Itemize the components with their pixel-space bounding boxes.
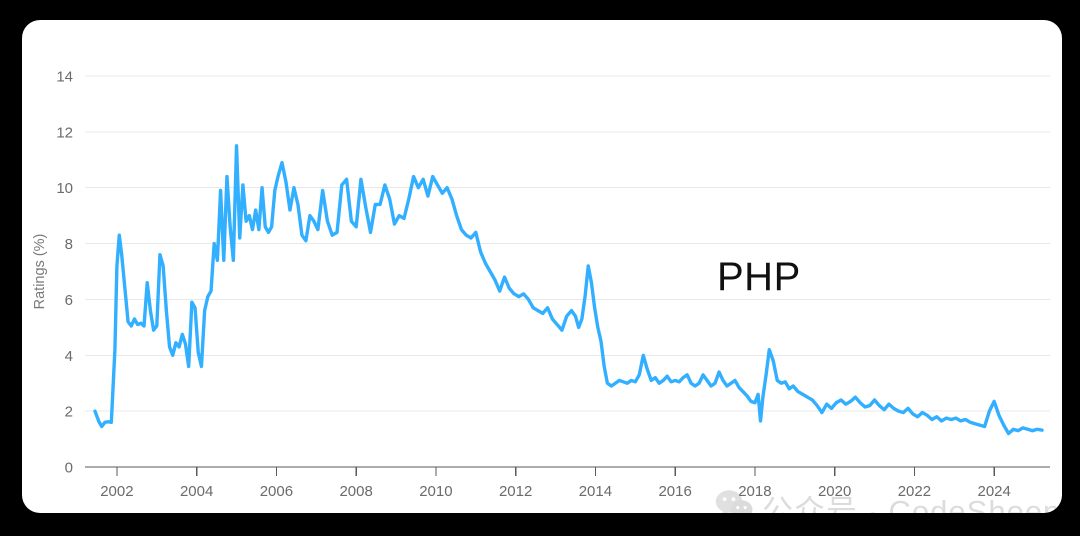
series-line-php (93, 144, 1044, 436)
xtick-label: 2002 (100, 483, 133, 500)
xtick-label: 2018 (738, 483, 771, 500)
xtick-label: 2012 (499, 483, 532, 500)
ytick-label: 4 (65, 348, 73, 365)
xtick-label: 2014 (579, 483, 612, 500)
series-annotation-php: PHP (717, 255, 801, 299)
y-axis-title: Ratings (%) (32, 234, 48, 310)
ytick-label: 2 (65, 404, 73, 421)
xtick-label: 2020 (818, 483, 851, 500)
xtick-label: 2024 (977, 483, 1010, 500)
ratings-line-chart: 2 4 6 8 10 12 14 0 2002 2004 2006 2008 2010 2012 2014 2… (32, 69, 1050, 500)
chart-plot-area: 2 4 6 8 10 12 14 0 2002 2004 2006 2008 2010 2012 2014 2… (22, 20, 1062, 513)
ytick-label: 6 (65, 292, 73, 309)
xtick-label: 2022 (898, 483, 931, 500)
ytick-label: 8 (65, 236, 73, 253)
xtick-label: 2010 (419, 483, 452, 500)
xtick-label: 2016 (658, 483, 691, 500)
xtick-label: 2006 (260, 483, 293, 500)
ytick-label: 10 (56, 180, 73, 197)
xtick-label: 2008 (339, 483, 372, 500)
ytick-label: 12 (56, 124, 73, 141)
xtick-label: 2004 (180, 483, 213, 500)
ytick-label: 0 (65, 460, 73, 477)
chart-card: 2 4 6 8 10 12 14 0 2002 2004 2006 2008 2010 2012 2014 2… (22, 20, 1062, 513)
ytick-label: 14 (56, 69, 73, 86)
